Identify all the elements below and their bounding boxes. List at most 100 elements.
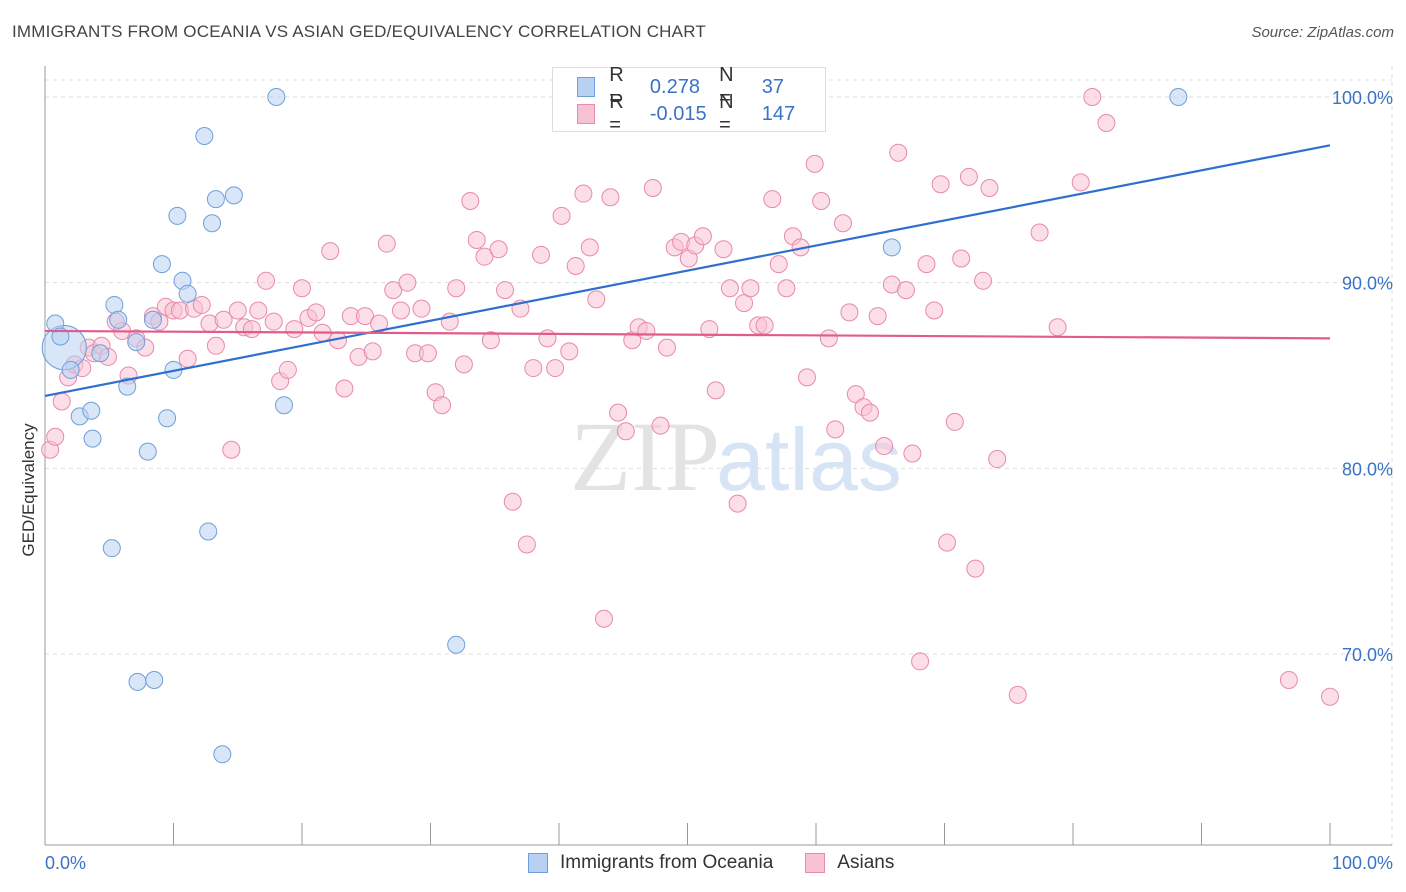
asians-point — [363, 342, 382, 361]
asians-point — [412, 299, 431, 318]
asians-point — [1008, 685, 1027, 704]
asians-point — [228, 301, 247, 320]
asians-point — [925, 301, 944, 320]
asians-point — [819, 329, 838, 348]
asians-point — [574, 184, 593, 203]
asians-point — [454, 355, 473, 374]
asians-point — [222, 440, 241, 459]
asians-point — [966, 559, 985, 578]
asians-point — [777, 279, 796, 298]
oceania-trend-line — [44, 144, 1331, 398]
asians-point — [524, 359, 543, 378]
asians-point — [1071, 173, 1090, 192]
asians-point — [938, 533, 957, 552]
asians-point — [293, 279, 311, 298]
asians-point — [706, 381, 725, 400]
swatch-oceania — [528, 853, 548, 873]
asians-point — [769, 255, 788, 274]
legend-label-asians: Asians — [837, 852, 895, 873]
y-tick-label: 80.0% — [1342, 459, 1393, 479]
asians-point — [1030, 223, 1049, 242]
asians-point — [1083, 88, 1102, 106]
oceania-point — [127, 333, 146, 352]
asians-point — [805, 154, 824, 173]
asians-point — [959, 167, 978, 186]
oceania-point — [195, 126, 214, 145]
legend-n-value: 37 — [761, 75, 784, 98]
oceania-point — [82, 401, 101, 420]
oceania-point — [213, 745, 232, 764]
oceania-point — [206, 190, 225, 209]
legend-r-value: -0.015 — [649, 102, 707, 125]
asians-point — [538, 329, 557, 348]
asians-point — [643, 178, 662, 197]
asians-point — [580, 238, 599, 257]
asians-points — [41, 88, 1339, 706]
legend-swatch-pink — [577, 104, 596, 124]
asians-point — [391, 301, 410, 320]
oceania-point — [102, 539, 121, 558]
oceania-point — [91, 344, 110, 363]
asians-point — [587, 290, 606, 309]
asians-point — [242, 320, 261, 339]
asians-point — [257, 271, 276, 290]
asians-point — [812, 191, 831, 210]
oceania-point — [145, 670, 164, 689]
y-axis-label-wrap: GED/Equivalency — [19, 423, 38, 557]
asians-point — [481, 331, 500, 350]
asians-point — [398, 273, 417, 292]
asians-point — [321, 242, 340, 261]
asians-point — [377, 234, 396, 253]
asians-point — [931, 175, 950, 194]
asians-point — [249, 301, 268, 320]
asians-point — [609, 403, 628, 422]
asians-point — [566, 256, 585, 275]
legend-item-asians[interactable]: Asians — [805, 852, 894, 874]
oceania-point — [61, 360, 80, 379]
legend-r-label: R = — [609, 91, 624, 136]
y-tick-label: 70.0% — [1342, 645, 1393, 665]
asians-point — [264, 312, 283, 331]
asians-point — [594, 609, 613, 628]
asians-point — [657, 338, 676, 357]
asians-point — [833, 214, 852, 233]
asians-point — [889, 143, 908, 162]
asians-point — [974, 271, 993, 290]
asians-point — [798, 368, 817, 387]
stats-legend: R = 0.278 N = 37 R = -0.015 N = 147 — [552, 64, 826, 136]
asians-point — [988, 450, 1007, 469]
asians-point — [651, 416, 670, 435]
asians-point — [714, 240, 733, 259]
asians-point — [489, 240, 508, 259]
oceania-point — [275, 396, 294, 415]
asians-point — [720, 279, 739, 298]
legend-n-label: N = — [719, 64, 734, 109]
chart-title: IMMIGRANTS FROM OCEANIA VS ASIAN GED/EQU… — [12, 22, 706, 41]
asians-point — [418, 344, 437, 363]
asians-point — [532, 245, 551, 264]
oceania-point — [118, 377, 137, 396]
oceania-point — [447, 635, 466, 654]
oceania-point — [199, 522, 218, 541]
asians-point — [461, 191, 480, 210]
asians-point — [700, 320, 719, 339]
asians-point — [728, 494, 747, 513]
trend-lines — [44, 144, 1331, 398]
asians-point — [503, 492, 522, 511]
asians-point — [52, 392, 71, 411]
asians-point — [903, 444, 922, 463]
oceania-point — [178, 284, 197, 303]
x-tick-label: 0.0% — [45, 853, 86, 873]
watermark-zip: ZIP — [570, 401, 720, 512]
oceania-point — [882, 238, 901, 257]
asians-point — [826, 420, 845, 439]
asians-point — [447, 279, 466, 298]
legend-row-oceania: R = 0.278 N = 37 — [577, 64, 825, 109]
series-legend: Immigrants from Oceania Asians — [528, 852, 926, 874]
legend-item-oceania[interactable]: Immigrants from Oceania — [528, 852, 773, 874]
asians-point — [980, 178, 999, 197]
asians-point — [433, 396, 452, 415]
asians-point — [917, 255, 936, 274]
asians-point — [46, 427, 65, 446]
